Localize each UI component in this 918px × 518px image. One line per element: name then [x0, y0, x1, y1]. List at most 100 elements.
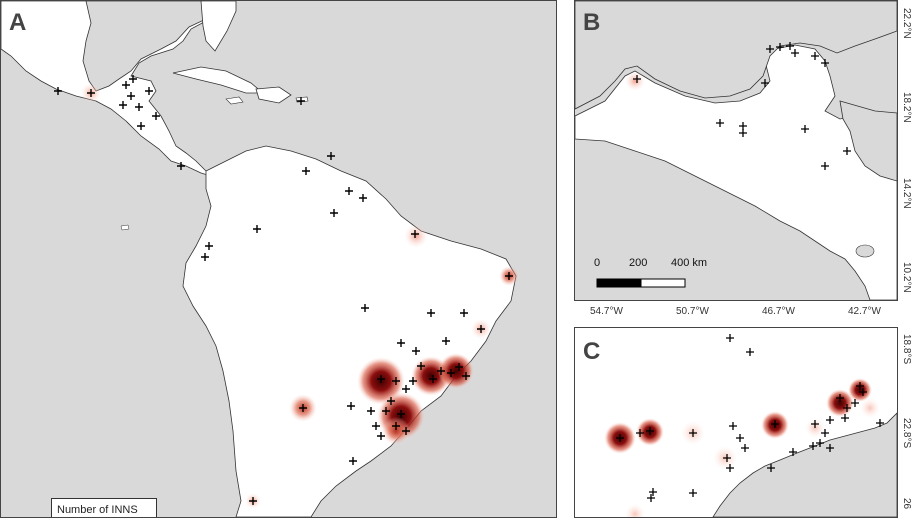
occurrence-marker [412, 347, 420, 355]
occurrence-marker [616, 434, 624, 442]
occurrence-marker [856, 382, 864, 390]
occurrence-marker [726, 464, 734, 472]
occurrence-marker [816, 439, 824, 447]
panel-a-map: A Number of INNS [0, 0, 557, 518]
occurrence-marker [739, 122, 747, 130]
mexico-central-america-map [575, 1, 897, 300]
occurrence-marker [766, 45, 774, 53]
occurrence-marker [477, 325, 485, 333]
occurrence-marker [392, 377, 400, 385]
occurrence-marker [723, 454, 731, 462]
occurrence-marker [689, 489, 697, 497]
occurrence-marker [361, 304, 369, 312]
occurrence-marker [387, 397, 395, 405]
occurrence-marker [636, 429, 644, 437]
occurrence-marker [767, 464, 775, 472]
florida [200, 1, 237, 52]
occurrence-marker [649, 488, 657, 496]
occurrence-marker [811, 420, 819, 428]
occurrence-marker [119, 101, 127, 109]
occurrence-marker [859, 388, 867, 396]
occurrence-marker [201, 253, 209, 261]
cuba [172, 66, 265, 94]
occurrence-marker [771, 420, 779, 428]
jamaica [225, 96, 244, 105]
lake-nicaragua [855, 244, 875, 258]
lat-tick: 22.8°S [901, 418, 912, 449]
occurrence-marker [249, 497, 257, 505]
panel-a-letter: A [9, 9, 27, 36]
occurrence-marker [382, 407, 390, 415]
occurrence-marker [851, 399, 859, 407]
occurrence-marker [145, 87, 153, 95]
caribbean-water [839, 100, 897, 182]
legend: Number of INNS [51, 498, 157, 517]
legend-title: Number of INNS [57, 504, 138, 516]
occurrence-marker [736, 434, 744, 442]
panel-b-map: B 0 200 400 km [574, 0, 898, 301]
occurrence-marker [646, 427, 654, 435]
occurrence-marker [417, 362, 425, 370]
occurrence-marker [372, 422, 380, 430]
occurrence-marker [746, 348, 754, 356]
occurrence-marker [716, 119, 724, 127]
occurrence-marker [152, 112, 160, 120]
occurrence-marker [791, 49, 799, 57]
occurrence-marker [437, 367, 445, 375]
occurrence-marker [87, 89, 95, 97]
occurrence-marker [462, 372, 470, 380]
occurrence-markers-c [616, 334, 884, 502]
occurrence-marker [347, 402, 355, 410]
occurrence-marker [789, 448, 797, 456]
occurrence-markers [54, 75, 513, 505]
panel-c-letter: C [583, 338, 601, 365]
occurrence-marker [377, 375, 385, 383]
occurrence-marker [330, 209, 338, 217]
occurrence-marker [402, 427, 410, 435]
occurrence-marker [843, 404, 851, 412]
occurrence-marker [302, 167, 310, 175]
occurrence-marker [761, 79, 769, 87]
lon-tick: 46.7°W [762, 306, 795, 317]
lat-tick: 14.2°N [901, 178, 912, 209]
occurrence-marker [411, 230, 419, 238]
occurrence-marker [447, 369, 455, 377]
occurrence-marker [327, 152, 335, 160]
occurrence-marker [776, 43, 784, 51]
occurrence-marker [505, 272, 513, 280]
occurrence-marker [801, 125, 809, 133]
occurrence-marker [205, 242, 213, 250]
occurrence-marker [729, 422, 737, 430]
lat-tick: 26 [901, 498, 912, 510]
occurrence-marker [809, 442, 817, 450]
occurrence-marker [647, 494, 655, 502]
lon-tick: 42.7°W [848, 306, 881, 317]
lat-tick: 22.2°N [901, 8, 912, 39]
occurrence-marker [367, 407, 375, 415]
galapagos [120, 224, 130, 231]
occurrence-marker [392, 422, 400, 430]
occurrence-marker [689, 429, 697, 437]
occurrence-marker [402, 385, 410, 393]
occurrence-marker [127, 92, 135, 100]
occurrence-marker [397, 339, 405, 347]
lon-tick: 54.7°W [590, 306, 623, 317]
occurrence-marker [349, 457, 357, 465]
occurrence-marker [359, 194, 367, 202]
hispaniola [255, 86, 292, 104]
occurrence-marker [821, 429, 829, 437]
occurrence-marker [821, 162, 829, 170]
occurrence-marker [427, 309, 435, 317]
occurrence-marker [135, 103, 143, 111]
lat-tick: 10.2°N [901, 262, 912, 293]
occurrence-marker [826, 444, 834, 452]
scale-label-400: 400 km [671, 257, 708, 269]
occurrence-marker [836, 394, 844, 402]
occurrence-marker [377, 432, 385, 440]
occurrence-marker [876, 419, 884, 427]
occurrence-marker [811, 52, 819, 60]
occurrence-marker [726, 334, 734, 342]
gulf-water [575, 1, 897, 110]
scale-bar [596, 278, 686, 288]
occurrence-marker [841, 414, 849, 422]
